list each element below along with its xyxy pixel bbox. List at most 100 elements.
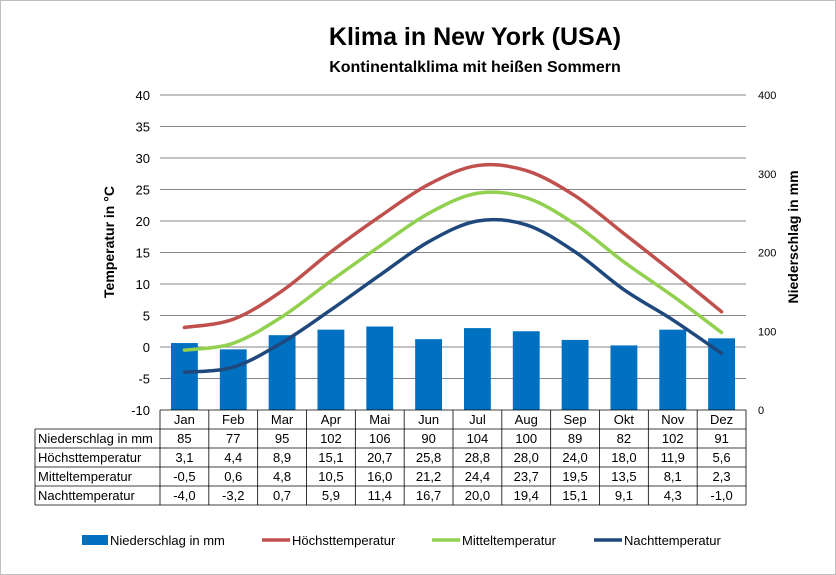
bar-niederschlag-Nov: [659, 329, 687, 410]
bar-niederschlag-Aug: [512, 331, 540, 410]
x-tick-label: Jun: [418, 412, 439, 427]
chart-title: Klima in New York (USA): [329, 23, 621, 51]
x-tick-label: Feb: [222, 412, 244, 427]
y-tick-left: 40: [136, 88, 150, 103]
legend-label: Niederschlag in mm: [110, 533, 225, 548]
y-tick-right: 0: [758, 405, 764, 417]
table-cell: 10,5: [318, 469, 343, 484]
x-tick-label: Jul: [469, 412, 486, 427]
table-cell: 91: [714, 431, 728, 446]
table-cell: 11,4: [368, 488, 392, 503]
x-tick-label: Mai: [369, 412, 390, 427]
y-tick-left: 0: [143, 340, 150, 355]
y-tick-left: 10: [136, 277, 150, 292]
table-cell: 15,1: [562, 488, 587, 503]
legend-label: Nachttemperatur: [624, 533, 721, 548]
legend-label: Höchsttemperatur: [292, 533, 396, 548]
table-cell: -1,0: [710, 488, 732, 503]
table-cell: 4,4: [224, 450, 242, 465]
table-cell: 8,9: [273, 450, 291, 465]
y-tick-left: -5: [138, 372, 150, 387]
table-cell: -4,0: [173, 488, 195, 503]
table-cell: 9,1: [615, 488, 633, 503]
legend-label: Mitteltemperatur: [462, 533, 557, 548]
table-row-label: Mitteltemperatur: [38, 469, 133, 484]
y-tick-left: 30: [136, 151, 150, 166]
legend-swatch: [82, 535, 108, 545]
line-nachttemperatur: [182, 217, 724, 374]
bar-niederschlag-Mai: [366, 326, 394, 410]
table-cell: 16,7: [416, 488, 441, 503]
y-tick-left: -10: [131, 403, 150, 418]
line-mitteltemperatur: [182, 190, 724, 352]
bar-niederschlag-Jan: [170, 343, 198, 410]
y-tick-left: 25: [136, 183, 150, 198]
table-cell: 77: [226, 431, 240, 446]
table-cell: 5,6: [713, 450, 731, 465]
line-höchsttemperatur: [182, 162, 724, 330]
table-cell: 0,6: [224, 469, 242, 484]
y-tick-right: 100: [758, 326, 776, 338]
table-cell: 18,0: [611, 450, 636, 465]
y-tick-left: 15: [136, 246, 150, 261]
table-cell: 100: [515, 431, 537, 446]
table-cell: 28,8: [465, 450, 490, 465]
bar-niederschlag-Jul: [463, 328, 491, 410]
table-cell: -0,5: [173, 469, 195, 484]
chart-subtitle: Kontinentalklima mit heißen Sommern: [329, 59, 621, 76]
table-row-label: Niederschlag in mm: [38, 431, 153, 446]
y-tick-left: 20: [136, 214, 150, 229]
y-tick-left: 5: [143, 309, 150, 324]
table-cell: 13,5: [611, 469, 636, 484]
y-axis-right-label: Niederschlag in mm: [785, 170, 801, 303]
y-tick-right: 400: [758, 90, 776, 102]
table-cell: 8,1: [664, 469, 682, 484]
y-tick-right: 200: [758, 248, 776, 260]
table-cell: 11,9: [661, 450, 685, 465]
table-cell: 15,1: [318, 450, 343, 465]
table-row-label: Höchsttemperatur: [38, 450, 142, 465]
table-cell: 5,9: [322, 488, 340, 503]
table-cell: 0,7: [273, 488, 291, 503]
bar-niederschlag-Sep: [561, 339, 589, 410]
table-cell: 102: [662, 431, 684, 446]
table-cell: 19,5: [562, 469, 587, 484]
bar-niederschlag-Apr: [317, 329, 345, 410]
table-cell: 24,4: [465, 469, 490, 484]
table-cell: 2,3: [713, 469, 731, 484]
y-tick-left: 35: [136, 120, 150, 135]
table-cell: 25,8: [416, 450, 441, 465]
table-cell: -3,2: [222, 488, 244, 503]
y-axis-left-label: Temperatur in °C: [101, 186, 117, 298]
table-row-label: Nachttemperatur: [38, 488, 135, 503]
bar-niederschlag-Feb: [219, 349, 247, 410]
table-cell: 3,1: [175, 450, 193, 465]
table-cell: 82: [617, 431, 631, 446]
table-cell: 104: [467, 431, 489, 446]
table-cell: 106: [369, 431, 391, 446]
table-cell: 4,8: [273, 469, 291, 484]
x-tick-label: Nov: [661, 412, 685, 427]
table-cell: 85: [177, 431, 191, 446]
bar-niederschlag-Dez: [708, 338, 736, 410]
x-tick-label: Okt: [614, 412, 635, 427]
table-cell: 23,7: [514, 469, 539, 484]
bar-niederschlag-Okt: [610, 345, 638, 410]
x-tick-label: Aug: [515, 412, 538, 427]
table-cell: 21,2: [416, 469, 441, 484]
table-cell: 89: [568, 431, 582, 446]
x-tick-label: Mar: [271, 412, 294, 427]
table-cell: 24,0: [562, 450, 587, 465]
table-cell: 20,7: [367, 450, 392, 465]
table-cell: 90: [421, 431, 435, 446]
y-tick-right: 300: [758, 169, 776, 181]
x-tick-label: Jan: [174, 412, 195, 427]
table-cell: 19,4: [514, 488, 539, 503]
table-cell: 102: [320, 431, 342, 446]
x-tick-label: Apr: [321, 412, 342, 427]
table-cell: 4,3: [664, 488, 682, 503]
table-cell: 28,0: [514, 450, 539, 465]
table-cell: 16,0: [367, 469, 392, 484]
